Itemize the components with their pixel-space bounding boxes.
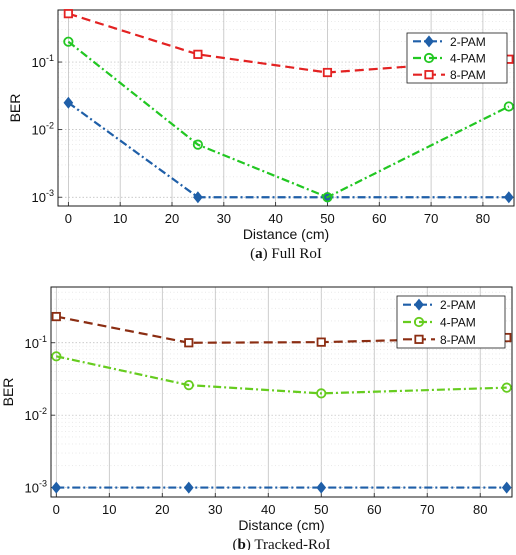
x-tick-label: 10 — [113, 211, 127, 226]
chart-panel-b: 0 10 20 30 40 50 60 70 80 10-3 10-2 10-1 Distance (c… — [0, 286, 513, 553]
legend-box — [406, 32, 508, 84]
axes-box — [57, 9, 515, 207]
legend-label: 2-PAM — [440, 298, 476, 312]
y-tick-label: 10-2 — [25, 406, 47, 423]
x-tick-label: 0 — [53, 502, 60, 517]
data-point — [322, 192, 333, 203]
data-point — [51, 311, 61, 322]
legend-marker — [414, 334, 424, 344]
y-tick-labels: 10-3 10-2 10-1 — [25, 334, 55, 496]
data-point — [193, 49, 203, 59]
series-2-PAM — [51, 481, 512, 494]
data-point — [503, 101, 514, 112]
series-4-PAM — [51, 351, 512, 399]
data-point — [192, 139, 204, 150]
x-tick-label: 80 — [476, 211, 490, 226]
x-tick-labels: 0 10 20 30 40 50 60 70 80 — [53, 493, 487, 517]
y-tick-label: 10-1 — [32, 53, 54, 70]
x-axis-label: Distance (cm) — [238, 517, 324, 533]
data-point — [184, 338, 194, 348]
legend-label: 8-PAM — [450, 68, 486, 82]
data-point — [51, 351, 62, 362]
legend: 2-PAM 4-PAM 8-PAM — [406, 32, 508, 84]
data-point — [316, 481, 327, 494]
legend: 2-PAM 4-PAM 8-PAM — [396, 295, 506, 349]
data-point — [501, 481, 512, 494]
series-2-PAM — [63, 96, 514, 204]
legend-label: 8-PAM — [440, 333, 476, 347]
x-tick-label: 10 — [102, 502, 116, 517]
data-point — [183, 380, 194, 391]
x-tick-label: 60 — [367, 502, 381, 517]
series-8-PAM — [51, 311, 512, 348]
legend-marker — [424, 35, 434, 48]
y-axis-label: BER — [0, 378, 16, 407]
x-tick-label: 50 — [320, 211, 334, 226]
data-point — [322, 67, 333, 78]
axes-box — [50, 286, 513, 498]
legend-label: 2-PAM — [450, 35, 486, 49]
x-tick-label: 40 — [268, 211, 282, 226]
x-tick-label: 60 — [372, 211, 386, 226]
x-tick-label: 30 — [217, 211, 231, 226]
x-tick-label: 20 — [165, 211, 179, 226]
chart-panel-a: 0 10 20 30 40 50 60 70 80 10-3 10-2 10-1 Distance (c… — [7, 9, 515, 262]
x-tick-label: 20 — [155, 502, 169, 517]
x-tick-labels: 0 10 20 30 40 50 60 70 80 — [65, 202, 490, 226]
series-line — [56, 315, 507, 344]
x-tick-label: 30 — [208, 502, 222, 517]
legend-marker — [414, 298, 424, 311]
x-tick-label: 0 — [65, 211, 72, 226]
x-tick-label: 80 — [473, 502, 487, 517]
y-tick-label: 10-1 — [25, 334, 47, 351]
data-point — [316, 337, 326, 347]
series-line — [56, 355, 507, 395]
data-point — [63, 9, 73, 19]
series-line — [67, 101, 509, 199]
y-tick-labels: 10-3 10-2 10-1 — [32, 53, 62, 205]
legend-marker — [424, 70, 434, 80]
data-point — [63, 96, 74, 109]
x-tick-label: 70 — [420, 502, 434, 517]
data-point — [503, 191, 514, 204]
legend-marker — [413, 316, 425, 328]
x-tick-label: 70 — [424, 211, 438, 226]
y-axis-label: BER — [7, 94, 23, 123]
data-point — [316, 388, 327, 399]
grid — [51, 287, 512, 497]
x-tick-label: 40 — [261, 502, 275, 517]
series-line — [67, 40, 510, 199]
y-tick-label: 10-3 — [32, 188, 54, 205]
y-tick-label: 10-3 — [25, 479, 47, 496]
data-point — [193, 191, 203, 204]
data-point — [63, 36, 74, 47]
x-axis-label: Distance (cm) — [243, 226, 329, 242]
data-point — [183, 481, 194, 494]
data-point — [51, 481, 62, 494]
figure-caption: (a) Full RoI — [250, 246, 322, 262]
series-4-PAM — [63, 36, 514, 203]
y-tick-label: 10-2 — [32, 121, 54, 138]
x-tick-label: 50 — [314, 502, 328, 517]
legend-marker — [423, 52, 435, 64]
figure-caption: (b) Tracked-RoI — [233, 537, 331, 550]
legend-label: 4-PAM — [450, 52, 486, 66]
legend-label: 4-PAM — [440, 316, 476, 330]
data-point — [501, 382, 512, 393]
